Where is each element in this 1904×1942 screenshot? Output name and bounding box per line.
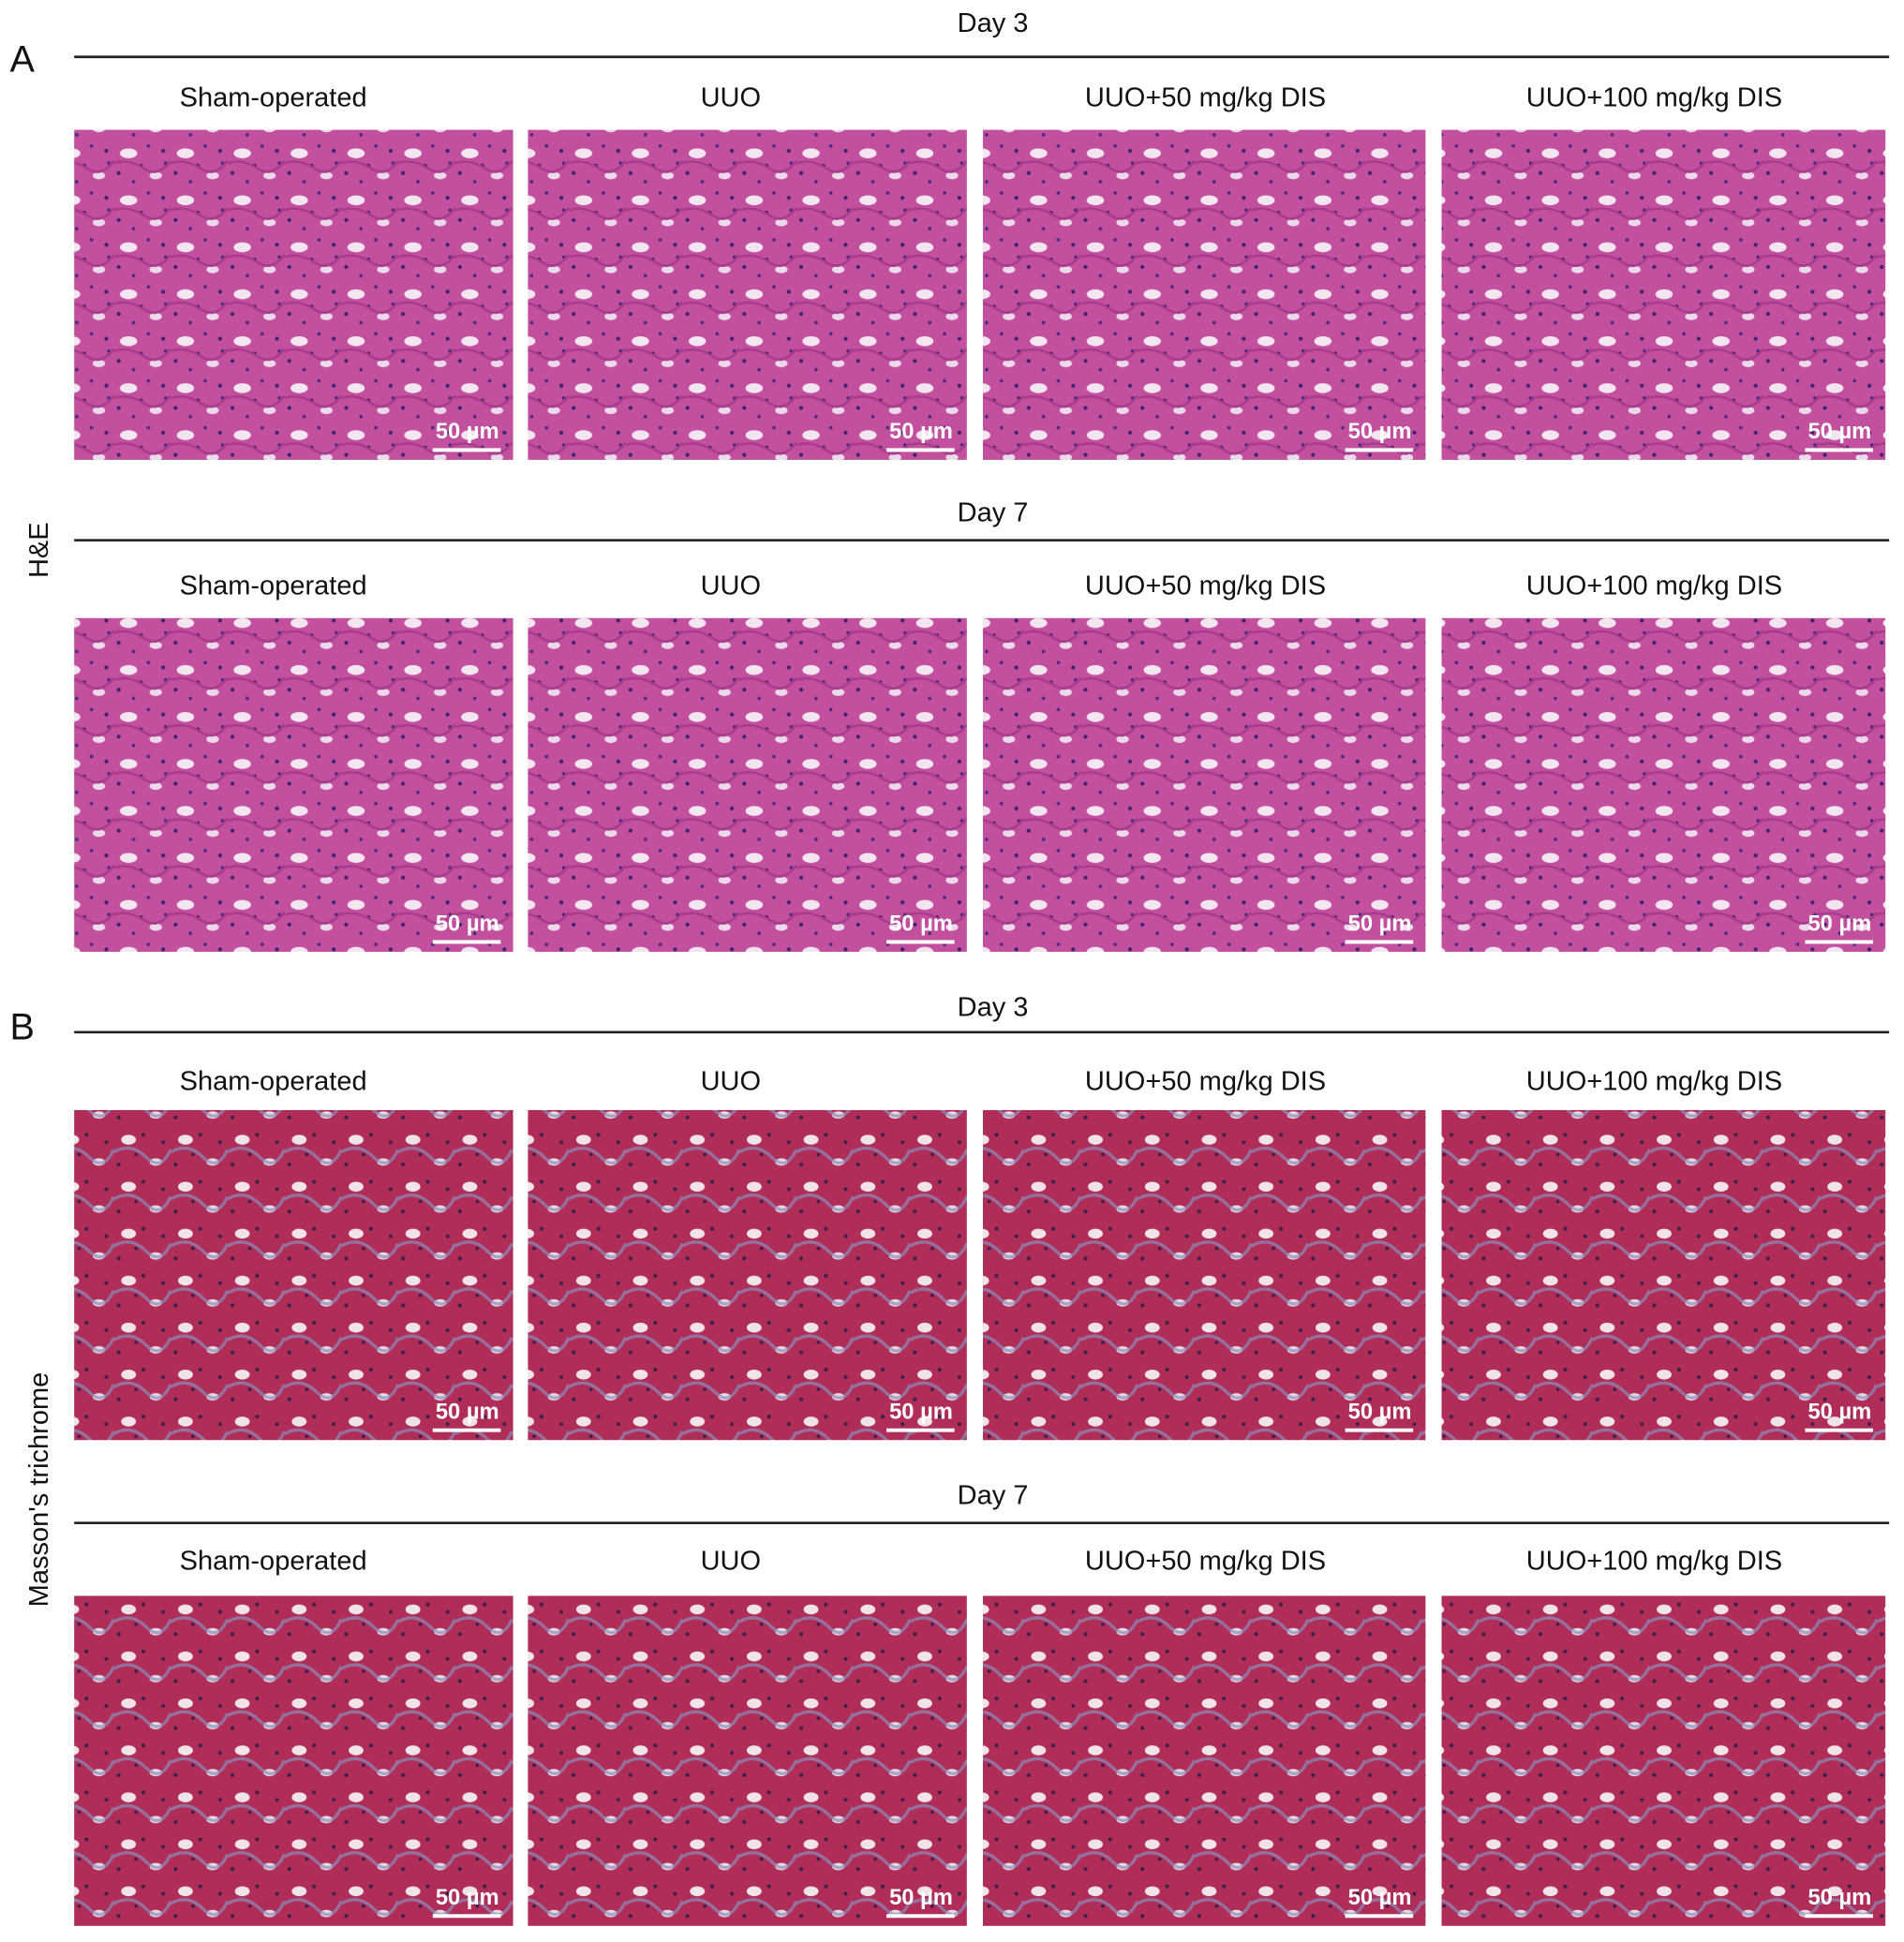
micrograph bbox=[528, 1109, 967, 1441]
condition-label: UUO+50 mg/kg DIS bbox=[1085, 82, 1326, 112]
scale-bar-label: 50 µm bbox=[436, 1399, 499, 1424]
scale-bar-label: 50 µm bbox=[1348, 1399, 1412, 1424]
micrograph bbox=[74, 129, 513, 460]
condition-label: UUO bbox=[701, 82, 761, 112]
condition-label: UUO+100 mg/kg DIS bbox=[1526, 571, 1782, 600]
micrograph bbox=[982, 129, 1426, 460]
scale-bar-label: 50 µm bbox=[436, 1885, 499, 1910]
panel-letter: B bbox=[10, 1007, 35, 1048]
micrograph bbox=[74, 1595, 513, 1926]
scale-bar-label: 50 µm bbox=[889, 1885, 953, 1910]
day-label: Day 7 bbox=[958, 498, 1029, 528]
condition-label: UUO+50 mg/kg DIS bbox=[1085, 1067, 1326, 1097]
condition-label: UUO+100 mg/kg DIS bbox=[1526, 82, 1782, 112]
condition-label: UUO bbox=[701, 1067, 761, 1097]
micrograph bbox=[528, 617, 967, 953]
micrograph bbox=[1441, 1109, 1886, 1441]
micrograph bbox=[528, 1595, 967, 1926]
micrograph bbox=[528, 129, 967, 460]
scale-bar-label: 50 µm bbox=[1348, 1885, 1412, 1910]
micrograph bbox=[982, 1595, 1426, 1926]
scale-bar-label: 50 µm bbox=[1348, 419, 1412, 444]
scale-bar-label: 50 µm bbox=[889, 419, 953, 444]
day-label: Day 7 bbox=[958, 1481, 1029, 1511]
stain-label: H&E bbox=[24, 522, 54, 578]
condition-label: UUO bbox=[701, 1547, 761, 1577]
condition-label: UUO+50 mg/kg DIS bbox=[1085, 571, 1326, 600]
condition-label: Sham-operated bbox=[180, 82, 367, 112]
condition-label: UUO bbox=[701, 571, 761, 600]
condition-label: Sham-operated bbox=[180, 571, 367, 600]
scale-bar-label: 50 µm bbox=[436, 419, 499, 444]
micrograph bbox=[982, 1109, 1426, 1441]
scale-bar-label: 50 µm bbox=[1807, 1399, 1871, 1424]
scale-bar-label: 50 µm bbox=[889, 1399, 953, 1424]
scale-bar-label: 50 µm bbox=[889, 911, 953, 936]
condition-label: Sham-operated bbox=[180, 1067, 367, 1097]
day-label: Day 3 bbox=[958, 992, 1029, 1022]
condition-label: UUO+100 mg/kg DIS bbox=[1526, 1067, 1782, 1097]
scale-bar-label: 50 µm bbox=[436, 911, 499, 936]
condition-label: UUO+100 mg/kg DIS bbox=[1526, 1547, 1782, 1577]
micrograph bbox=[74, 617, 513, 953]
scale-bar-label: 50 µm bbox=[1807, 1885, 1871, 1910]
micrograph bbox=[1441, 1595, 1886, 1926]
scale-bar-label: 50 µm bbox=[1348, 911, 1412, 936]
stain-label: Masson's trichrome bbox=[24, 1372, 54, 1608]
condition-label: Sham-operated bbox=[180, 1547, 367, 1577]
micrograph bbox=[982, 617, 1426, 953]
scale-bar-label: 50 µm bbox=[1807, 419, 1871, 444]
micrograph bbox=[74, 1109, 513, 1441]
condition-label: UUO+50 mg/kg DIS bbox=[1085, 1547, 1326, 1577]
panel-letter: A bbox=[10, 38, 36, 80]
day-label: Day 3 bbox=[958, 8, 1029, 38]
micrograph bbox=[1441, 617, 1886, 953]
micrograph bbox=[1441, 129, 1886, 460]
scale-bar-label: 50 µm bbox=[1807, 911, 1871, 936]
